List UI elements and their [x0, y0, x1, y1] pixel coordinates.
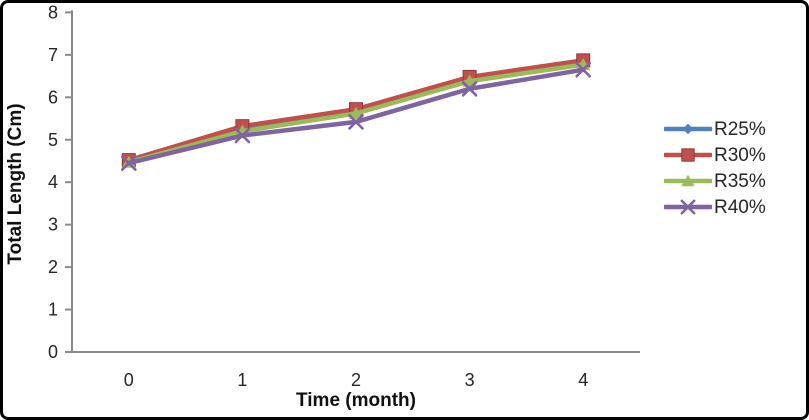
- marker-x: [348, 114, 364, 130]
- marker-triangle: [349, 106, 363, 119]
- series-r35: [121, 58, 591, 168]
- legend-item-r35: R35%: [664, 168, 766, 194]
- legend-marker-square: [664, 148, 712, 162]
- marker-x: [461, 81, 478, 97]
- y-tick-label: 3: [48, 215, 58, 235]
- legend-label: R35%: [714, 170, 766, 192]
- marker-x: [121, 155, 137, 171]
- x-axis-title: Time (month): [296, 390, 416, 411]
- legend-item-r40: R40%: [664, 194, 766, 220]
- legend-label: R40%: [714, 196, 766, 218]
- marker-diamond: [682, 123, 694, 135]
- x-tick-label: 0: [124, 370, 134, 390]
- y-tick-label: 0: [48, 342, 58, 362]
- y-tick-label: 5: [48, 130, 58, 150]
- y-tick-label: 8: [48, 2, 58, 22]
- legend-marker-diamond: [664, 123, 712, 135]
- y-tick-label: 1: [48, 300, 58, 320]
- marker-square: [681, 148, 695, 162]
- marker-x: [680, 199, 696, 215]
- chart-legend: R25% R30% R35% R40%: [664, 116, 766, 220]
- marker-triangle: [681, 174, 695, 187]
- legend-item-r30: R30%: [664, 142, 766, 168]
- x-tick-label: 4: [578, 370, 588, 390]
- x-tick-label: 3: [465, 370, 475, 390]
- legend-marker-x: [664, 199, 712, 215]
- marker-x: [575, 61, 592, 78]
- legend-label: R25%: [714, 118, 766, 140]
- y-tick-label: 6: [48, 87, 58, 107]
- y-tick-label: 4: [48, 172, 58, 192]
- y-tick-label: 2: [48, 257, 58, 277]
- y-axis-title: Total Length (Cm): [5, 103, 26, 265]
- legend-marker-triangle: [664, 174, 712, 187]
- x-tick-label: 1: [237, 370, 247, 390]
- x-tick-label: 2: [351, 370, 361, 390]
- marker-x: [234, 127, 251, 144]
- legend-item-r25: R25%: [664, 116, 766, 142]
- y-tick-label: 7: [48, 45, 58, 65]
- legend-label: R30%: [714, 144, 766, 166]
- series-r40: [121, 61, 592, 171]
